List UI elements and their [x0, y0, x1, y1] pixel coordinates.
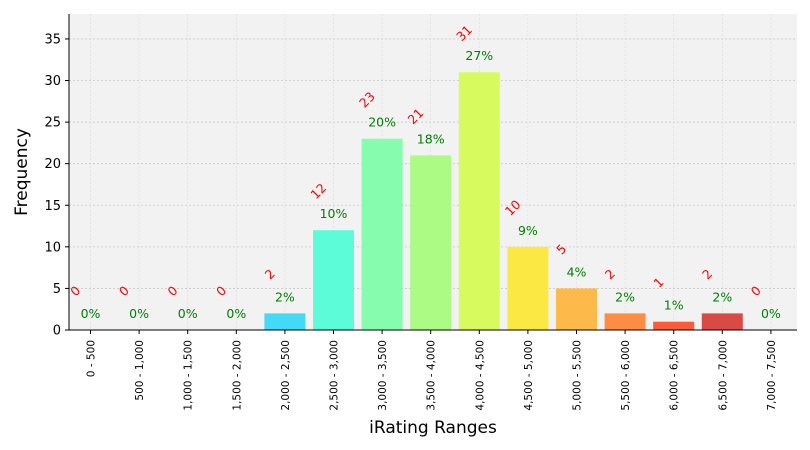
percent-label: 0% — [226, 306, 246, 321]
bar — [556, 288, 597, 330]
percent-label: 2% — [712, 289, 732, 304]
percent-label: 2% — [275, 289, 295, 304]
percent-label: 10% — [320, 206, 348, 221]
x-tick-label: 500 - 1,000 — [134, 340, 146, 401]
percent-label: 2% — [615, 289, 635, 304]
x-tick-label: 4,500 - 5,000 — [523, 340, 535, 411]
bar — [313, 230, 354, 330]
bar — [653, 321, 695, 330]
x-tick-label: 2,500 - 3,000 — [329, 340, 341, 411]
bar — [264, 313, 306, 330]
bars-group — [264, 72, 743, 331]
x-tick-label: 3,500 - 4,000 — [426, 340, 438, 411]
x-tick-label: 5,500 - 6,000 — [620, 340, 632, 411]
percent-label: 18% — [417, 131, 445, 146]
x-tick-label: 0 - 500 — [86, 340, 98, 377]
y-tick-label: 35 — [44, 32, 61, 47]
percent-label: 0% — [761, 306, 781, 321]
y-tick-label: 0 — [53, 324, 61, 339]
y-axis-ticks: 0 5 10 15 20 25 30 35 — [44, 32, 69, 339]
percent-label: 27% — [465, 48, 493, 63]
y-axis-title: Frequency — [12, 128, 32, 216]
percent-label: 0% — [178, 306, 198, 321]
bar — [458, 72, 500, 331]
bar — [507, 246, 549, 330]
bar — [410, 155, 452, 330]
x-tick-label: 7,000 - 7,500 — [766, 340, 778, 411]
y-tick-label: 10 — [44, 240, 61, 255]
x-tick-label: 3,000 - 3,500 — [377, 340, 389, 411]
percent-label: 1% — [664, 298, 684, 313]
y-tick-label: 30 — [44, 74, 61, 89]
y-tick-label: 15 — [44, 199, 61, 214]
x-tick-label: 2,000 - 2,500 — [280, 340, 292, 411]
percent-label: 0% — [81, 306, 101, 321]
x-tick-label: 5,000 - 5,500 — [572, 340, 584, 411]
y-tick-label: 20 — [44, 157, 61, 172]
y-tick-label: 5 — [53, 282, 61, 297]
percent-label: 4% — [567, 264, 587, 279]
y-tick-label: 25 — [44, 116, 61, 131]
x-tick-label: 6,500 - 7,000 — [717, 340, 729, 411]
percent-label: 0% — [129, 306, 149, 321]
x-tick-label: 1,500 - 2,000 — [231, 340, 243, 411]
x-tick-label: 6,000 - 6,500 — [669, 340, 681, 411]
percent-label: 9% — [518, 223, 538, 238]
x-tick-label: 1,000 - 1,500 — [183, 340, 195, 411]
x-tick-label: 4,000 - 4,500 — [474, 340, 486, 411]
bar — [361, 138, 403, 330]
bar — [604, 313, 646, 330]
x-axis-ticks: 0 - 500 500 - 1,000 1,000 - 1,500 1,500 - 2… — [86, 330, 778, 411]
bar — [701, 313, 743, 330]
percent-label: 20% — [368, 115, 396, 130]
x-axis-title: iRating Ranges — [369, 418, 497, 438]
